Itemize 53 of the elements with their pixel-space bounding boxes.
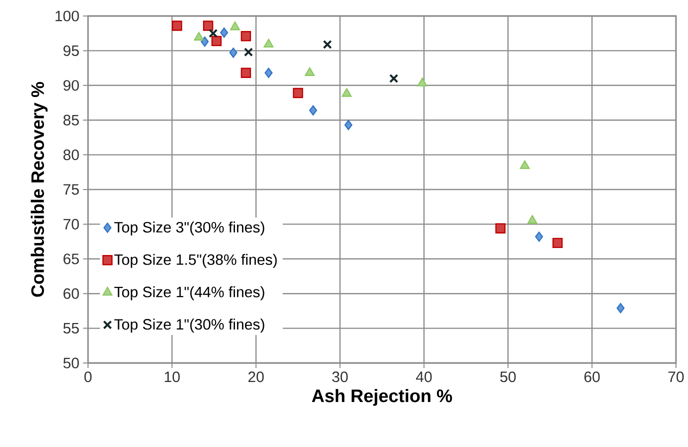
y-tick-label: 55 (63, 323, 79, 334)
y-tick-label: 50 (63, 358, 79, 368)
y-axis-title: Combustible Recovery % (30, 82, 48, 297)
y-tick-label: 95 (63, 45, 79, 56)
point (527, 215, 538, 224)
point (194, 32, 204, 41)
legend-label: Top Size 1"(30% fines) (114, 318, 264, 333)
x-tick-label: 20 (248, 372, 264, 382)
point (520, 160, 530, 169)
point (616, 303, 625, 314)
point (552, 238, 563, 248)
x-tick-label: 30 (332, 372, 348, 382)
y-tick-label: 100 (56, 10, 79, 22)
legend-label: Top Size 3"(30% fines) (114, 222, 264, 236)
point (172, 20, 182, 31)
point (208, 28, 218, 38)
y-tick-label: 70 (64, 218, 79, 230)
x-axis-title: Ash Rejection % (312, 389, 452, 406)
point (309, 105, 318, 116)
point (322, 40, 332, 49)
point (417, 78, 428, 86)
point (211, 36, 222, 46)
point (240, 68, 252, 78)
x-tick-label: 10 (164, 372, 180, 382)
x-tick-label: 60 (584, 372, 600, 382)
point (292, 88, 304, 98)
y-tick-label: 65 (64, 254, 79, 264)
point (535, 232, 544, 242)
point (203, 20, 214, 31)
x-tick-label: 0 (84, 372, 92, 382)
point (342, 88, 352, 97)
point (240, 31, 252, 42)
point (244, 48, 253, 57)
point (344, 120, 352, 130)
y-tick-label: 80 (63, 149, 79, 160)
point (304, 67, 315, 76)
y-tick-label: 85 (63, 114, 79, 126)
point (389, 74, 398, 83)
point (264, 38, 274, 48)
point (230, 22, 240, 30)
y-tick-label: 75 (64, 184, 79, 195)
point (264, 68, 273, 78)
x-tick-label: 70 (668, 372, 684, 382)
legend-label: Top Size 1"(44% fines) (114, 286, 264, 300)
point (229, 48, 238, 58)
y-tick-label: 60 (64, 288, 79, 299)
point (495, 223, 506, 234)
legend-label: Top Size 1.5"(38% fines) (114, 254, 277, 268)
y-tick-label: 90 (63, 80, 79, 91)
point (200, 36, 209, 47)
x-tick-label: 50 (500, 372, 516, 382)
point (220, 28, 228, 38)
x-tick-label: 40 (416, 372, 432, 382)
